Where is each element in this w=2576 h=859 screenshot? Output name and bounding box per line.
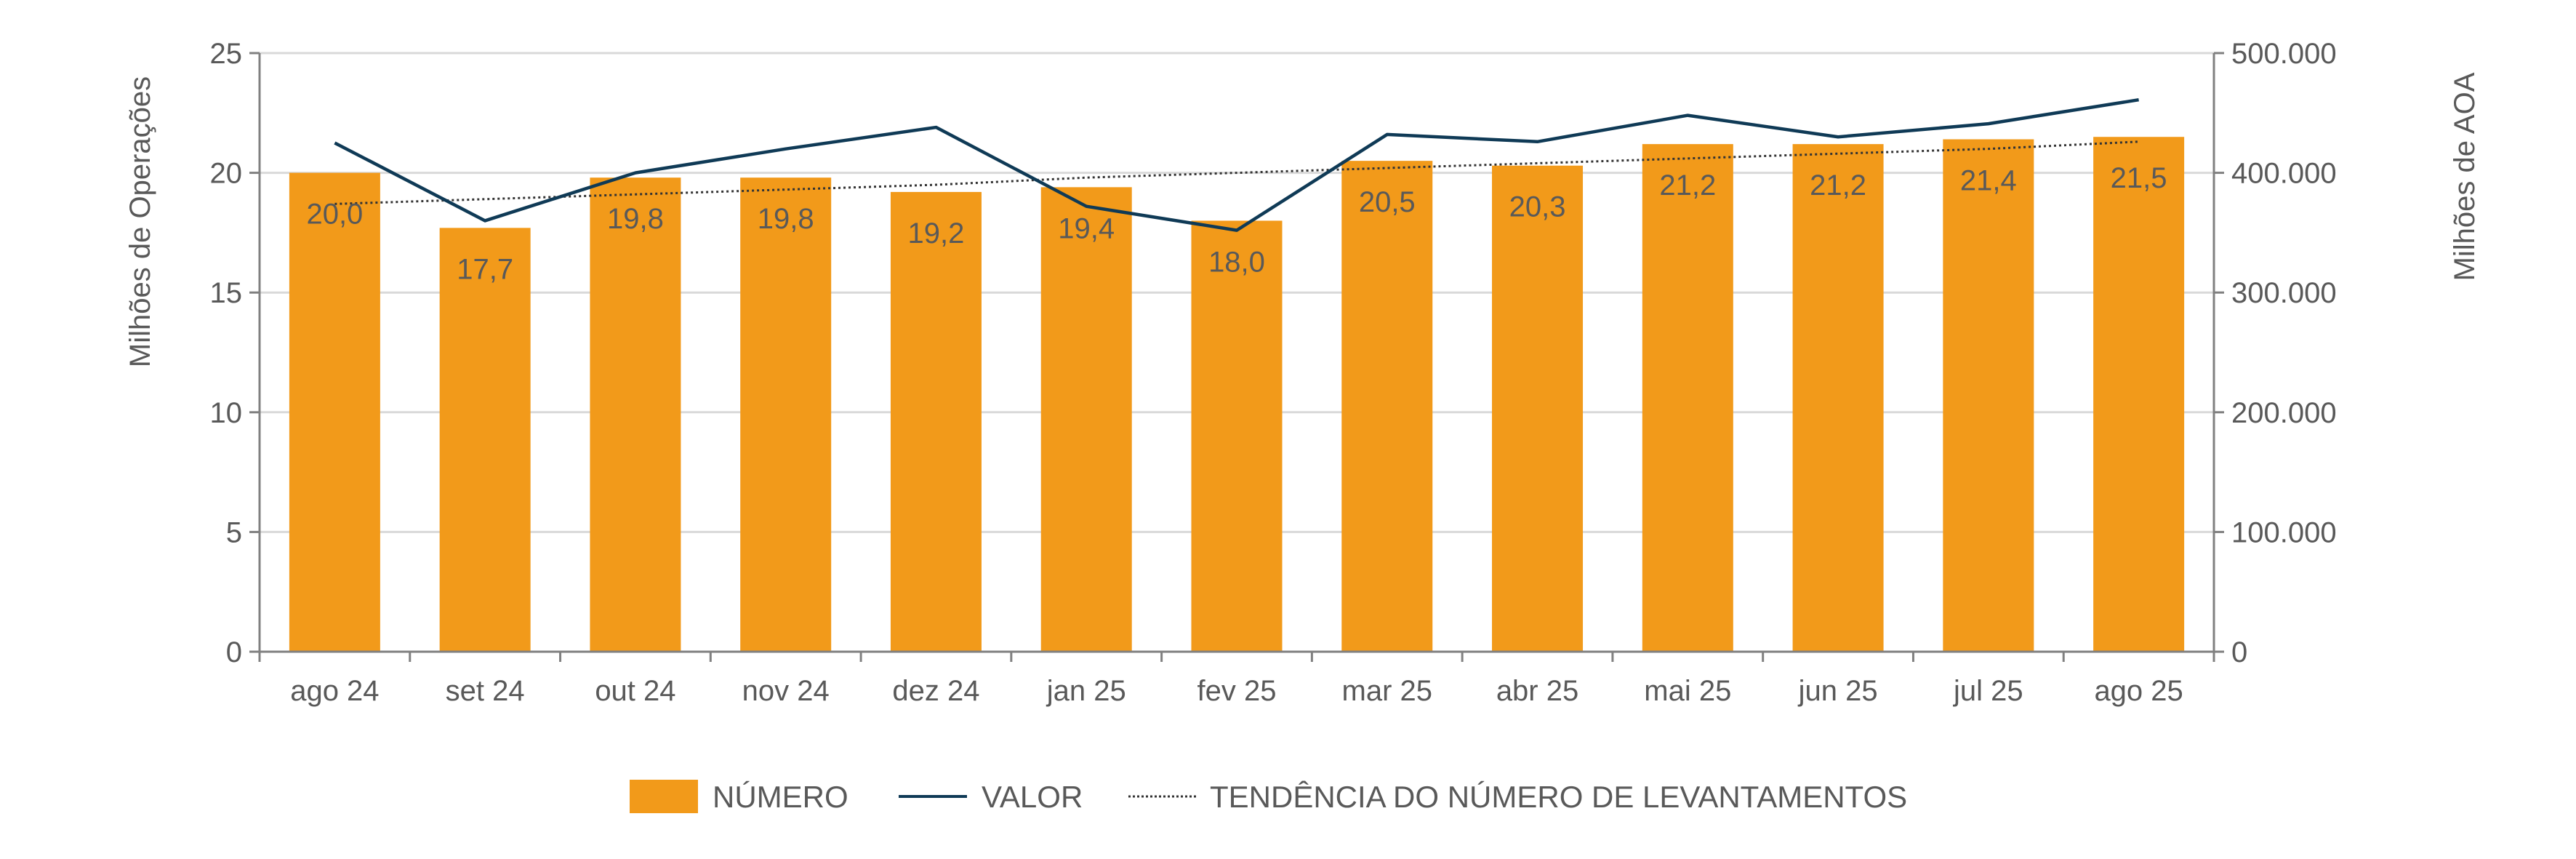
bar-data-label: 19,4 xyxy=(1058,212,1115,244)
bar xyxy=(590,177,681,652)
x-tick-label: mai 25 xyxy=(1644,675,1731,707)
bar xyxy=(2093,137,2185,652)
x-tick-label: ago 24 xyxy=(290,675,379,707)
legend-swatch-numero xyxy=(630,780,698,813)
bar xyxy=(1943,139,2034,652)
y2-tick-label: 300.000 xyxy=(2231,277,2337,309)
y2-tick-label: 0 xyxy=(2231,636,2247,668)
valor-line xyxy=(334,97,2139,232)
bar-data-label: 21,2 xyxy=(1659,169,1716,201)
bar xyxy=(740,177,832,652)
bar-data-label: 19,2 xyxy=(908,217,965,249)
y-tick-label: 5 xyxy=(226,516,242,548)
bar xyxy=(890,191,982,652)
y-tick-label: 0 xyxy=(226,636,242,668)
x-tick-label: nov 24 xyxy=(742,675,830,707)
bar-data-label: 18,0 xyxy=(1208,246,1265,278)
bar-data-label: 21,4 xyxy=(1960,165,2017,197)
y2-tick-label: 500.000 xyxy=(2231,38,2337,70)
trend-line xyxy=(334,140,2139,205)
bar xyxy=(1492,165,1584,652)
bar xyxy=(1040,187,1132,652)
bar-data-label: 19,8 xyxy=(607,203,664,235)
x-tick-label: jan 25 xyxy=(1046,675,1126,707)
x-tick-label: out 24 xyxy=(595,675,675,707)
bar-data-label: 20,0 xyxy=(306,199,363,231)
bar-data-label: 17,7 xyxy=(457,253,513,285)
axes: 0 5 10 15 20 25 0 100.000 200.000 300.000 400.000 5… xyxy=(210,38,2337,707)
bar-data-label: 20,5 xyxy=(1359,186,1416,218)
x-tick-label: jul 25 xyxy=(1953,675,2023,707)
legend-label-tendencia: TENDÊNCIA DO NÚMERO DE LEVANTAMENTOS xyxy=(1210,780,1907,814)
bar xyxy=(1191,220,1283,652)
y2-tick-label: 200.000 xyxy=(2231,397,2337,429)
trend-series xyxy=(334,140,2139,205)
x-tick-label: jun 25 xyxy=(1798,675,1878,707)
bar-data-label: 19,8 xyxy=(758,203,814,235)
legend-label-valor: VALOR xyxy=(982,780,1083,814)
y-tick-label: 15 xyxy=(210,277,243,309)
y2-axis-title: Milhões de AOA xyxy=(2449,72,2481,281)
bar-series xyxy=(289,137,2185,652)
legend-label-numero: NÚMERO xyxy=(713,780,848,814)
y-tick-label: 25 xyxy=(210,38,243,70)
data-labels: 20,0 17,7 19,8 19,8 19,2 19,4 18,0 20,5 20,3 21,2… xyxy=(306,162,2167,285)
bar-data-label: 21,2 xyxy=(1810,169,1866,201)
y2-tick-label: 100.000 xyxy=(2231,516,2337,548)
x-tick-label: set 24 xyxy=(446,675,525,707)
bar xyxy=(1792,144,1884,652)
bar xyxy=(289,172,380,652)
x-tick-label: abr 25 xyxy=(1496,675,1578,707)
line-series xyxy=(334,97,2139,232)
bar xyxy=(1642,144,1733,652)
bar xyxy=(439,228,531,652)
bar xyxy=(1341,161,1433,652)
y-tick-label: 10 xyxy=(210,397,243,429)
y-axis-title: Milhões de Operações xyxy=(124,76,156,367)
x-tick-label: fev 25 xyxy=(1197,675,1277,707)
y-tick-label: 20 xyxy=(210,158,243,190)
bar-data-label: 21,5 xyxy=(2111,162,2167,194)
bar-data-label: 20,3 xyxy=(1509,191,1566,223)
x-tick-label: dez 24 xyxy=(892,675,979,707)
y2-tick-label: 400.000 xyxy=(2231,158,2337,190)
legend: NÚMERO VALOR TENDÊNCIA DO NÚMERO DE LEVA… xyxy=(630,780,1907,814)
x-tick-label: mar 25 xyxy=(1342,675,1433,707)
x-tick-label: ago 25 xyxy=(2094,675,2183,707)
